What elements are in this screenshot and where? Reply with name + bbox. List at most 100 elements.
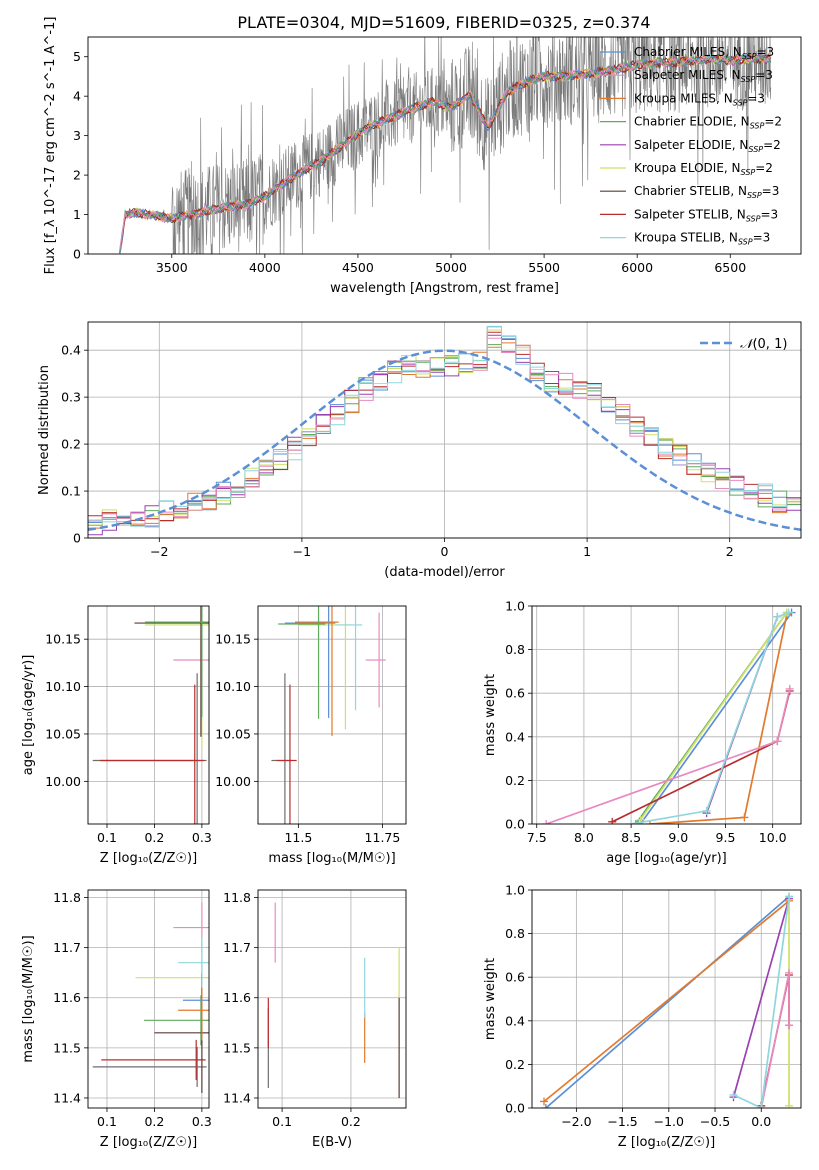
y-tick-label: 1 (73, 207, 81, 222)
y-tick-label: 10.05 (215, 726, 251, 741)
y-tick-label: 10.15 (45, 632, 81, 647)
mass-weight-line (639, 612, 793, 824)
x-tick-label: 6500 (714, 260, 746, 275)
panel-mass_weight_vs_age: 7.5 8.0 8.5 9.0 9.5 10.0 0.0 0.2 0.4 0.6 0.8 1.0 age… (483, 599, 802, 866)
data-point-marker (784, 1101, 793, 1108)
y-tick-label: 0.8 (505, 642, 525, 657)
y-tick-label: 5 (73, 49, 81, 64)
y-tick-label: 0 (73, 247, 81, 262)
y-tick-label: 0 (73, 531, 81, 546)
x-tick-label: 9.0 (668, 830, 688, 845)
y-tick-label: 0.4 (505, 1013, 525, 1028)
y-axis-label: mass weight (483, 958, 498, 1040)
y-tick-label: 10.05 (45, 726, 81, 741)
mass-weight-line (543, 900, 790, 1103)
y-tick-label: 0.2 (61, 437, 81, 452)
observed-spectrum-line (119, 37, 772, 254)
y-axis-label: Normed distribution (37, 365, 52, 495)
data-point-marker (627, 820, 636, 824)
legend-entry: Chabrier ELODIE, NSSP=2 (634, 115, 782, 131)
x-tick-label: 0.1 (272, 1114, 292, 1129)
data-point-marker (631, 820, 640, 824)
data-point-marker (784, 1021, 793, 1030)
legend-entry: Salpeter MILES, NSSP=3 (634, 68, 773, 84)
mass-weight-line (733, 896, 790, 1108)
mass-weight-line (732, 898, 790, 1098)
plot-area-residuals (88, 325, 801, 536)
legend-entry: 𝒩(0, 1) (740, 337, 787, 352)
data-point-marker (541, 1104, 550, 1108)
axes-frame (87, 889, 210, 1109)
x-tick-label: 0.3 (192, 1114, 212, 1129)
x-axis-label: E(B-V) (312, 1135, 352, 1150)
legend: 𝒩(0, 1) (700, 337, 787, 352)
x-tick-label: −0.5 (700, 1114, 730, 1129)
y-tick-label: 11.6 (53, 990, 81, 1005)
y-tick-label: 4 (73, 89, 81, 104)
x-tick-label: 0.3 (192, 830, 212, 845)
x-tick-label: −2.0 (561, 1114, 591, 1129)
y-tick-label: 11.7 (223, 940, 251, 955)
y-tick-label: 3 (73, 128, 81, 143)
model-spectrum-line (119, 54, 772, 254)
histogram-step (88, 331, 801, 525)
panel-age_vs_mass: 11.5 11.75 10.00 10.05 10.10 10.15 mass [log₁₀… (215, 605, 407, 866)
legend-entry: Kroupa STELIB, NSSP=3 (634, 231, 770, 247)
x-axis-label: mass [log₁₀(M/M☉)] (268, 851, 395, 866)
y-tick-label: 1.0 (505, 599, 525, 614)
x-tick-label: 9.5 (716, 830, 736, 845)
x-tick-label: 0.2 (341, 1114, 361, 1129)
axes-frame (87, 36, 802, 255)
legend-entry: Chabrier MILES, NSSP=3 (634, 45, 774, 61)
y-tick-label: 10.15 (215, 632, 251, 647)
y-tick-label: 11.4 (53, 1090, 81, 1105)
data-point-marker (729, 1090, 738, 1099)
x-tick-label: 7.5 (527, 830, 547, 845)
y-axis-label: Flux [f_λ 10^-17 erg cm^-2 s^-1 A^-1] (43, 17, 58, 275)
y-tick-label: 10.10 (215, 679, 251, 694)
x-tick-label: 0.2 (144, 1114, 164, 1129)
panel-mass_vs_ebv: 0.1 0.2 11.4 11.5 11.6 11.7 11.8 E(B-V) (223, 889, 407, 1150)
mass-weight-line (545, 688, 791, 824)
y-tick-label: 11.6 (223, 990, 251, 1005)
mass-weight-line (630, 611, 790, 824)
y-tick-label: 0.6 (505, 970, 525, 985)
axes-frame (87, 605, 210, 825)
data-point-marker (784, 608, 793, 617)
data-point-marker (785, 684, 794, 693)
x-tick-label: 0.1 (97, 830, 117, 845)
data-point-marker (608, 817, 617, 824)
y-tick-label: 1.0 (505, 883, 525, 898)
figure-title: PLATE=0304, MJD=51609, FIBERID=0325, z=0… (237, 13, 650, 32)
data-point-marker (702, 806, 711, 815)
y-axis-label: mass [log₁₀(M/M☉)] (21, 935, 36, 1062)
y-tick-label: 10.00 (215, 774, 251, 789)
x-axis-label: wavelength [Angstrom, rest frame] (330, 281, 559, 296)
model-spectrum-line (119, 54, 772, 251)
y-tick-label: 0.6 (505, 686, 525, 701)
plot-area-mass_weight_vs_age (542, 608, 796, 824)
x-tick-label: 11.5 (284, 830, 312, 845)
x-tick-label: 5000 (435, 260, 467, 275)
data-point-marker (773, 612, 782, 621)
y-tick-label: 11.7 (53, 940, 81, 955)
x-axis-label: Z [log₁₀(Z/Z☉)] (100, 1135, 197, 1150)
legend-entry: Kroupa ELODIE, NSSP=2 (634, 161, 773, 177)
x-tick-label: 4000 (249, 260, 281, 275)
data-point-marker (542, 820, 551, 824)
y-tick-label: 0.4 (505, 729, 525, 744)
legend-entry: Kroupa MILES, NSSP=3 (634, 91, 765, 107)
data-point-marker (784, 892, 793, 901)
panels: 3500 4000 4500 5000 5500 6000 6500 0 1 2 3 4 5 wavele… (21, 17, 802, 1150)
data-point-marker (740, 813, 749, 822)
x-tick-label: 3500 (156, 260, 188, 275)
y-tick-label: 0.1 (61, 484, 81, 499)
panel-mass_vs_z: 0.1 0.2 0.3 11.4 11.5 11.6 11.7 11.8 Z [log₁₀(Z/… (21, 889, 212, 1150)
x-tick-label: 11.75 (365, 830, 401, 845)
x-tick-label: 8.0 (574, 830, 594, 845)
x-axis-label: age [log₁₀(age/yr)] (606, 851, 727, 866)
y-axis-label: mass weight (483, 674, 498, 756)
y-axis-label: age [log₁₀(age/yr)] (21, 655, 36, 776)
mass-weight-line (545, 895, 790, 1108)
x-tick-label: 2 (726, 544, 734, 559)
